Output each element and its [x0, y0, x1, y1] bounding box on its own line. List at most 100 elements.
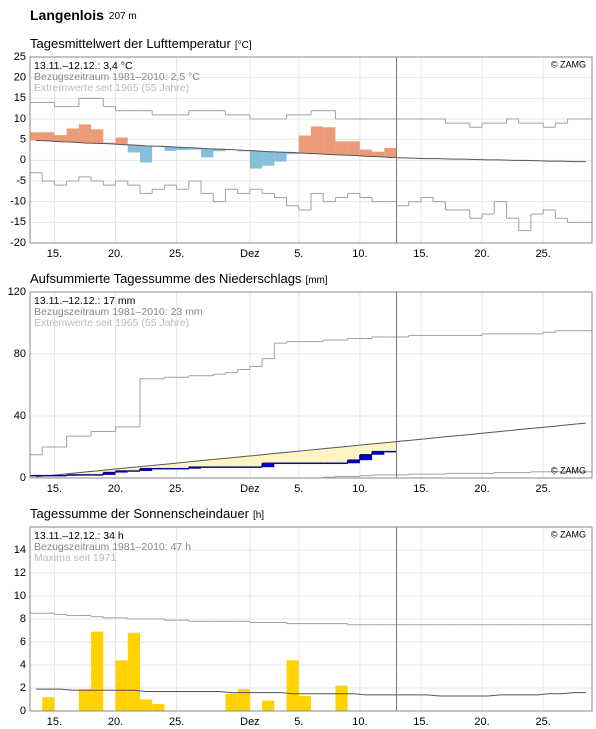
bar — [237, 689, 250, 711]
deviation-bar — [127, 145, 140, 153]
increment — [359, 454, 373, 461]
deficit-area — [384, 442, 397, 452]
x-tick-label: 15. — [413, 248, 428, 260]
x-tick-label: Dez — [240, 716, 260, 728]
deficit-area — [311, 449, 324, 464]
bar — [139, 699, 153, 711]
note: Maxima seit 1971 — [34, 552, 116, 564]
deviation-bar — [91, 129, 104, 144]
x-tick-label: Dez — [240, 483, 260, 495]
title: Tagessumme der Sonnenscheindauer — [30, 506, 250, 521]
note: 13.11.–12.12.: 34 h — [34, 530, 124, 542]
note: Extremwerte seit 1965 (55 Jahre) — [34, 82, 189, 94]
deviation-bar — [30, 132, 43, 141]
deficit-area — [115, 468, 128, 472]
deficit-area — [286, 451, 299, 464]
title: Tagesmittelwert der Lufttemperatur — [30, 36, 232, 51]
deficit-area — [127, 467, 140, 472]
deviation-bar — [359, 149, 373, 157]
deviation-bar — [213, 149, 226, 152]
y-tick-label: 25 — [14, 51, 26, 63]
deficit-area — [164, 463, 177, 469]
y-tick-label: -10 — [10, 196, 26, 208]
panel-title: Aufsummierte Tagessumme des Niederschlag… — [30, 271, 328, 286]
y-tick-label: 2 — [20, 682, 26, 694]
x-tick-label: 15. — [47, 248, 62, 260]
increment — [115, 471, 128, 473]
panel: Aufsummierte Tagessumme des Niederschlag… — [8, 271, 593, 495]
deviation-bar — [103, 142, 116, 144]
note: 13.11.–12.12.: 17 mm — [34, 295, 136, 307]
x-tick-label: 20. — [474, 716, 489, 728]
panel-title: Tagesmittelwert der Lufttemperatur [°C] — [30, 36, 252, 51]
deficit-area — [262, 454, 275, 464]
title: Aufsummierte Tagessumme des Niederschlag… — [30, 271, 302, 286]
deficit-area — [359, 444, 373, 455]
deviation-bar — [164, 146, 177, 151]
deviation-bar — [335, 141, 348, 155]
x-tick-label: 20. — [108, 716, 123, 728]
plot-area — [30, 292, 592, 478]
x-tick-label: 10. — [352, 248, 367, 260]
deficit-area — [188, 461, 202, 468]
y-tick-label: 4 — [20, 659, 26, 671]
station: Langenlois — [30, 7, 104, 23]
bar — [152, 704, 165, 711]
x-tick-label: 15. — [47, 483, 62, 495]
deviation-bar — [384, 147, 397, 158]
x-tick-label: 25. — [169, 483, 184, 495]
y-tick-label: 120 — [8, 286, 26, 298]
y-tick-label: 40 — [14, 410, 26, 422]
x-tick-label: 20. — [108, 248, 123, 260]
y-tick-label: 0 — [20, 705, 26, 717]
x-tick-label: 20. — [108, 483, 123, 495]
x-tick-label: 5. — [294, 716, 303, 728]
panel: Tagesmittelwert der Lufttemperatur [°C] -2… — [10, 36, 593, 260]
line-normal — [36, 688, 586, 697]
y-tick-label: 5 — [20, 134, 26, 146]
deficit-area — [103, 469, 116, 473]
increment — [372, 451, 385, 455]
increment — [139, 468, 153, 472]
deviation-bar — [42, 132, 55, 141]
x-tick-label: 5. — [294, 248, 303, 260]
deficit-area — [78, 471, 92, 475]
y-tick-label: 12 — [14, 567, 26, 579]
line-normal — [36, 139, 586, 163]
note: Bezugszeitraum 1981–2010: 23 mm — [34, 306, 203, 318]
deficit-area — [176, 462, 189, 469]
deficit-area — [274, 452, 287, 464]
y-tick-label: 0 — [20, 472, 26, 484]
deficit-area — [249, 455, 263, 468]
bar — [127, 632, 140, 711]
deficit-area — [323, 448, 336, 464]
bar — [286, 660, 299, 711]
bar — [42, 697, 55, 711]
deviation-bar — [286, 152, 299, 155]
increment — [347, 460, 360, 464]
x-tick-label: 10. — [352, 716, 367, 728]
deficit-area — [225, 457, 238, 468]
deviation-bar — [176, 147, 189, 150]
unit: [h] — [253, 510, 264, 521]
deviation-bar — [188, 147, 202, 150]
copyright: © ZAMG — [551, 529, 586, 539]
bar — [78, 689, 92, 711]
deficit-area — [372, 443, 385, 452]
deviation-bar — [323, 127, 336, 155]
panel: Tagessumme der Sonnenscheindauer [h] 0 2 4 6 8… — [14, 506, 593, 728]
y-tick-label: -20 — [10, 237, 26, 249]
increment — [262, 463, 275, 468]
increment — [103, 472, 116, 475]
x-tick-label: 25. — [535, 248, 550, 260]
unit: [mm] — [305, 275, 327, 286]
plot-frame — [29, 291, 593, 479]
increment — [188, 467, 202, 469]
deficit-area — [139, 466, 153, 469]
deficit-area — [91, 470, 104, 475]
y-tick-label: 0 — [20, 154, 26, 166]
y-tick-label: 10 — [14, 590, 26, 602]
deviation-bar — [78, 124, 92, 143]
x-tick-label: 10. — [352, 483, 367, 495]
